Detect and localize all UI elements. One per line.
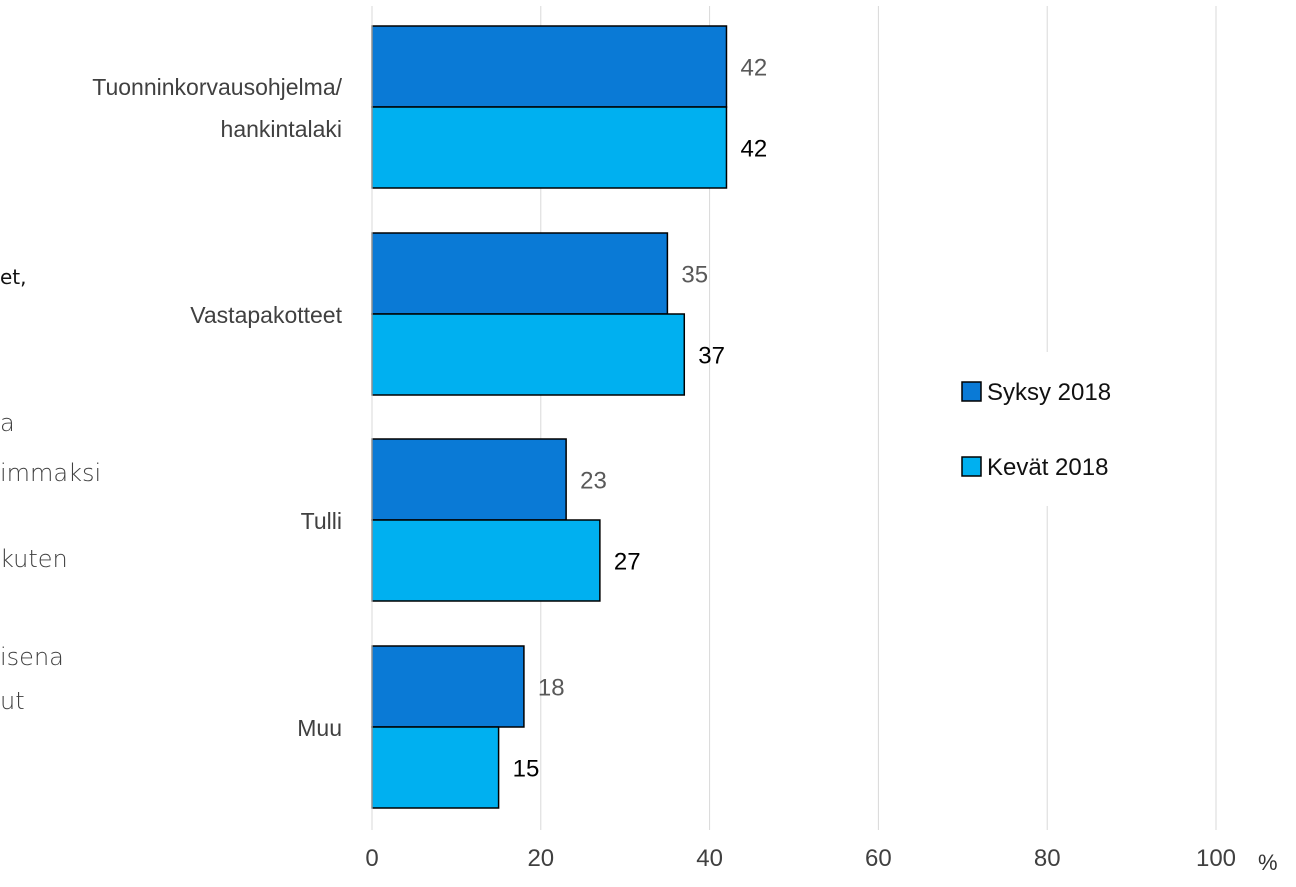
bar-kevat-3 bbox=[371, 726, 500, 809]
x-tick-label-20: 20 bbox=[527, 845, 554, 872]
category-label-0-line-1: hankintalaki bbox=[221, 116, 342, 142]
bar-syksy-2 bbox=[371, 438, 567, 521]
category-label-2: Tulli bbox=[301, 508, 342, 534]
bar-kevat-1 bbox=[371, 313, 686, 396]
bar-syksy-0 bbox=[371, 25, 728, 108]
data-label-syksy-2: 23 bbox=[580, 468, 607, 495]
cropped-text-fragment-4: kuten bbox=[0, 545, 68, 573]
category-label-0-line-0: Tuonninkorvausohjelma/ bbox=[92, 74, 342, 100]
bar-kevat-0 bbox=[371, 106, 728, 189]
category-label-1: Vastapakotteet bbox=[190, 302, 342, 328]
x-tick-label-100: 100 bbox=[1196, 845, 1236, 872]
x-tick-label-60: 60 bbox=[865, 845, 892, 872]
bar-kevat-2 bbox=[371, 519, 601, 602]
bar-syksy-1 bbox=[371, 232, 669, 315]
cropped-text-fragment-3: immaksi bbox=[0, 459, 102, 487]
data-label-kevat-2: 27 bbox=[614, 549, 641, 576]
x-tick-label-80: 80 bbox=[1034, 845, 1061, 872]
cropped-text-fragment-1: et, bbox=[0, 265, 27, 289]
data-label-kevat-0: 42 bbox=[740, 136, 767, 163]
legend-label-syksy: Syksy 2018 bbox=[987, 379, 1111, 406]
legend-swatch-syksy bbox=[961, 381, 982, 402]
cropped-text-fragment-5: isena bbox=[0, 643, 64, 671]
x-tick-label-40: 40 bbox=[696, 845, 723, 872]
data-label-syksy-3: 18 bbox=[538, 675, 565, 702]
data-label-syksy-1: 35 bbox=[681, 262, 708, 289]
data-label-kevat-3: 15 bbox=[513, 756, 540, 783]
bar-syksy-3 bbox=[371, 645, 525, 728]
category-label-3: Muu bbox=[297, 715, 342, 741]
data-label-syksy-0: 42 bbox=[740, 55, 767, 82]
cropped-text-fragment-2: a bbox=[0, 409, 15, 437]
x-tick-label-0: 0 bbox=[365, 845, 378, 872]
legend-label-kevat: Kevät 2018 bbox=[987, 454, 1108, 481]
x-axis-unit-label: % bbox=[1258, 850, 1278, 875]
cropped-text-fragment-6: ut bbox=[0, 687, 25, 715]
data-label-kevat-1: 37 bbox=[698, 343, 725, 370]
legend-swatch-kevat bbox=[961, 456, 982, 477]
